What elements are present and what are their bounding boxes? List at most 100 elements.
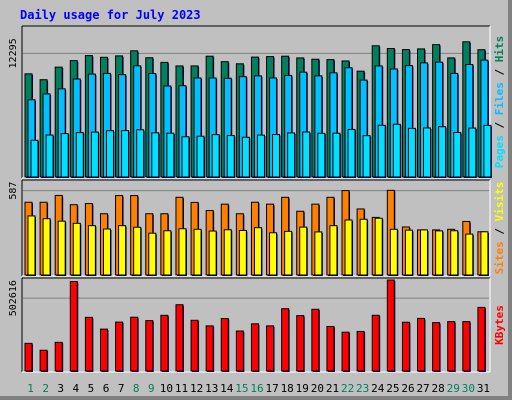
bar-visits-day-12: [193, 228, 202, 276]
bar-pages-day-25: [392, 123, 401, 178]
bar-visits-day-11: [178, 228, 187, 276]
xtick-label-day-19: 19: [296, 382, 309, 395]
xtick-label-day-4: 4: [73, 382, 80, 395]
axis-label-part: KBytes: [493, 305, 506, 345]
xtick-label-day-9: 9: [148, 382, 155, 395]
bar-visits-day-1: [27, 215, 36, 276]
bar-kbytes-day-22: [341, 331, 350, 372]
bar-kbytes-day-21: [326, 325, 335, 372]
xtick-label-day-11: 11: [175, 382, 188, 395]
bar-kbytes-day-14: [220, 318, 229, 372]
bar-pages-day-28: [438, 126, 447, 178]
xtick-label-day-21: 21: [326, 382, 339, 395]
bar-visits-day-22: [344, 219, 353, 276]
bar-visits-day-6: [102, 228, 111, 276]
bar-pages-day-13: [211, 134, 220, 178]
bar-pages-day-31: [483, 124, 492, 178]
bar-pages-day-17: [272, 134, 281, 178]
xtick-label-day-22: 22: [341, 382, 354, 395]
panel-1-axis-label: Pages / Files / Hits: [493, 36, 506, 169]
bar-pages-day-4: [75, 132, 84, 178]
bar-kbytes-day-3: [54, 341, 63, 372]
bar-pages-day-20: [317, 132, 326, 178]
bar-visits-day-3: [57, 220, 66, 276]
bar-kbytes-day-13: [205, 325, 214, 372]
panel-3-ytick-label: 502616: [8, 280, 19, 316]
xtick-label-day-14: 14: [220, 382, 234, 395]
bar-kbytes-day-1: [24, 342, 33, 372]
bar-kbytes-day-29: [447, 321, 456, 372]
xtick-label-day-27: 27: [416, 382, 429, 395]
bar-pages-day-23: [362, 135, 371, 178]
axis-label-part: Visits: [493, 182, 506, 222]
bar-kbytes-day-20: [311, 308, 320, 372]
bar-kbytes-day-2: [39, 349, 48, 372]
bar-kbytes-day-30: [462, 321, 471, 372]
chart-title: Daily usage for July 2023: [20, 8, 201, 22]
bar-visits-day-25: [389, 228, 398, 276]
bar-pages-day-6: [105, 130, 114, 178]
bar-kbytes-day-23: [356, 330, 365, 372]
bar-kbytes-day-19: [296, 315, 305, 372]
bar-visits-day-19: [299, 226, 308, 276]
xtick-label-day-31: 31: [477, 382, 490, 395]
xtick-label-day-1: 1: [27, 382, 34, 395]
xtick-label-day-30: 30: [462, 382, 475, 395]
bar-pages-day-18: [287, 132, 296, 178]
bar-visits-day-29: [450, 230, 459, 276]
bar-kbytes-day-26: [401, 321, 410, 372]
bar-pages-day-12: [196, 135, 205, 178]
xtick-label-day-8: 8: [133, 382, 140, 395]
bar-pages-day-29: [453, 132, 462, 178]
bar-visits-day-15: [238, 229, 247, 276]
bar-pages-day-10: [166, 132, 175, 178]
bar-kbytes-day-18: [281, 308, 290, 372]
bar-visits-day-27: [420, 229, 429, 276]
bar-visits-day-13: [208, 230, 217, 276]
axis-label-part: /: [493, 115, 506, 135]
bar-visits-day-26: [404, 229, 413, 276]
axis-label-part: Sites: [493, 241, 506, 274]
xtick-label-day-24: 24: [371, 382, 385, 395]
bar-visits-day-28: [435, 230, 444, 276]
xtick-label-day-25: 25: [386, 382, 399, 395]
xtick-label-day-28: 28: [432, 382, 445, 395]
xtick-label-day-23: 23: [356, 382, 369, 395]
bar-kbytes-day-12: [190, 319, 199, 372]
xtick-label-day-12: 12: [190, 382, 203, 395]
bar-visits-day-5: [87, 225, 96, 276]
bar-kbytes-day-25: [386, 279, 395, 372]
xtick-label-day-13: 13: [205, 382, 218, 395]
panel-2-ytick-label: 587: [8, 182, 19, 200]
bar-visits-day-23: [359, 218, 368, 276]
bar-visits-day-16: [253, 227, 262, 276]
bar-visits-day-8: [133, 226, 142, 276]
xtick-label-day-29: 29: [447, 382, 460, 395]
axis-label-part: /: [493, 62, 506, 82]
bar-visits-day-20: [314, 231, 323, 276]
bar-pages-day-24: [377, 124, 386, 178]
xtick-label-day-6: 6: [103, 382, 110, 395]
xtick-label-day-17: 17: [265, 382, 278, 395]
bar-kbytes-day-31: [477, 306, 486, 372]
axis-label-part: /: [493, 221, 506, 241]
bar-pages-day-14: [226, 135, 235, 178]
bar-visits-day-7: [118, 225, 127, 276]
bar-pages-day-11: [181, 136, 190, 178]
axis-label-part: Files: [493, 82, 506, 115]
bar-visits-day-14: [223, 229, 232, 276]
bar-pages-day-2: [45, 134, 54, 178]
bar-kbytes-day-24: [371, 314, 380, 372]
bar-kbytes-day-4: [69, 281, 78, 372]
bar-pages-day-15: [241, 136, 250, 178]
bar-visits-day-18: [284, 230, 293, 276]
bar-visits-day-17: [269, 232, 278, 276]
bar-kbytes-day-11: [175, 304, 184, 372]
bar-visits-day-24: [374, 217, 383, 276]
xtick-label-day-16: 16: [250, 382, 263, 395]
xtick-label-day-2: 2: [42, 382, 49, 395]
bar-visits-day-2: [42, 218, 51, 276]
bar-visits-day-10: [163, 230, 172, 276]
bar-visits-day-31: [480, 231, 489, 276]
